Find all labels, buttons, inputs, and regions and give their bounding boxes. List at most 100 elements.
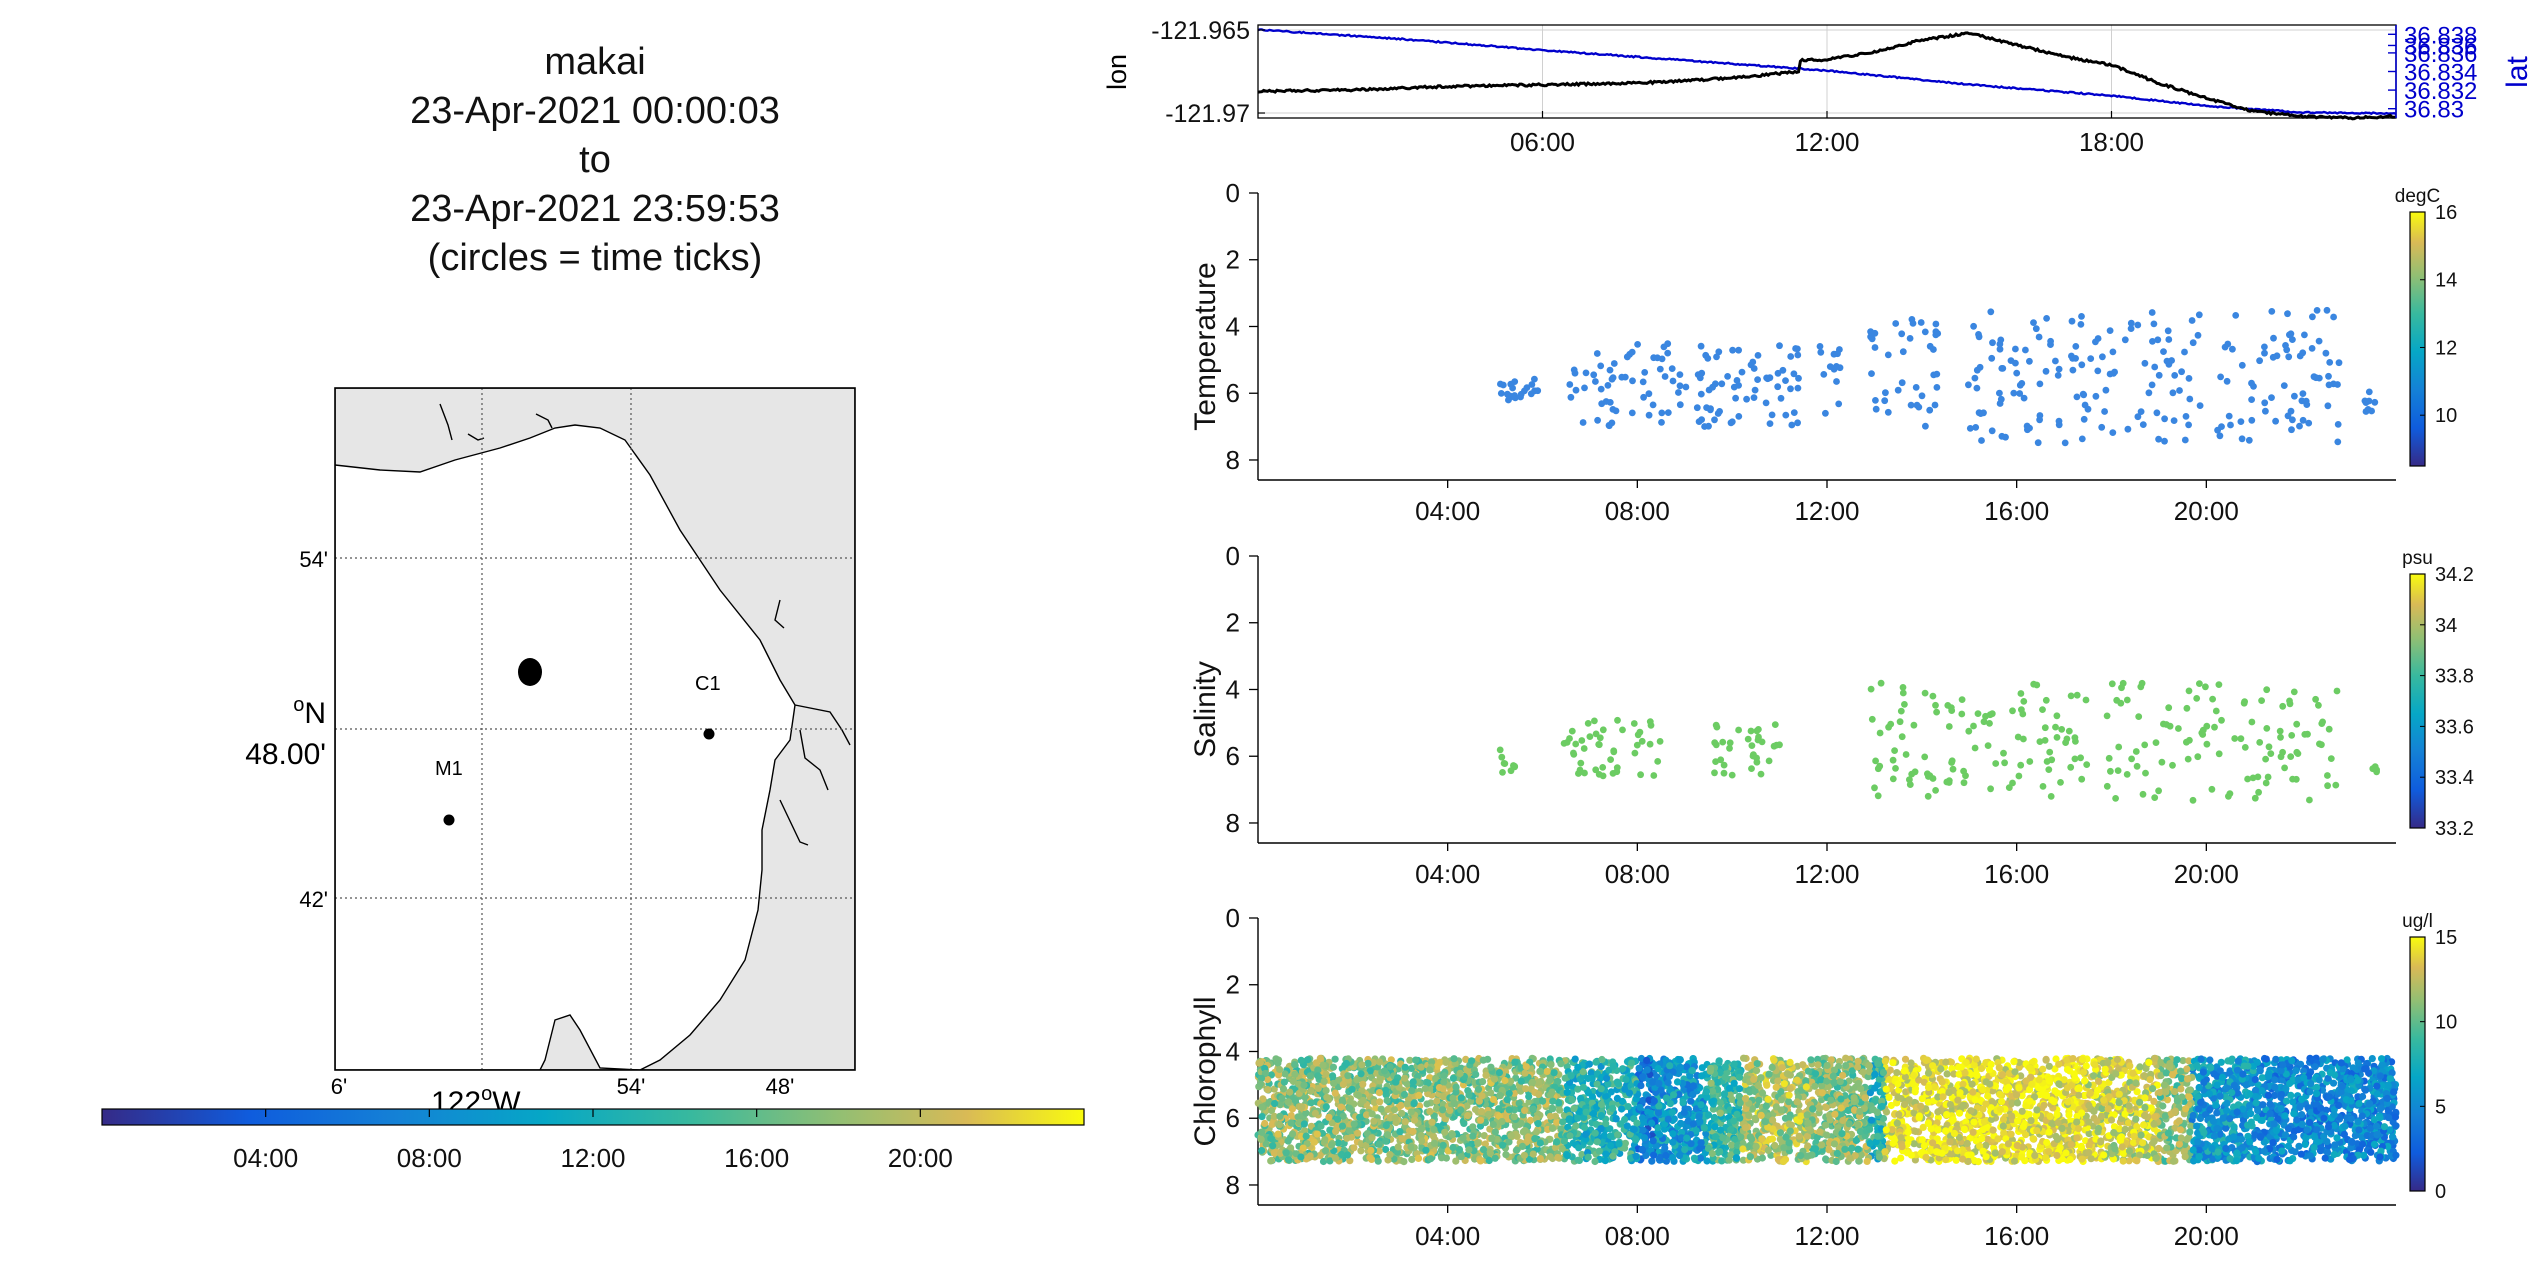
data-point <box>1664 349 1672 357</box>
data-point <box>2133 1123 2141 1131</box>
panel-points <box>1254 1054 2400 1166</box>
panel-y-axis-label: Temperature <box>1189 262 1222 430</box>
panel-x-tick-label: 04:00 <box>1415 1221 1480 1251</box>
data-point <box>1649 401 1657 409</box>
data-point <box>2114 767 2122 774</box>
data-point <box>1932 320 1940 328</box>
data-point <box>2373 766 2381 774</box>
data-point <box>2226 790 2234 797</box>
data-point <box>1804 1142 1812 1150</box>
data-point <box>1960 767 1967 775</box>
data-point <box>2238 361 2246 369</box>
map-y-unit-label-1: oN <box>293 694 326 730</box>
data-point <box>1898 379 1906 387</box>
data-point <box>2015 772 2023 780</box>
data-point <box>1907 1059 1915 1067</box>
panel-y-tick-label: 4 <box>1226 674 1240 704</box>
data-point <box>1933 708 1940 716</box>
data-point <box>1619 726 1626 734</box>
data-point <box>2165 360 2173 368</box>
data-point <box>2248 416 2256 424</box>
data-point <box>1794 419 1801 427</box>
data-point <box>2068 317 2076 325</box>
data-point <box>1564 1123 1572 1131</box>
data-point <box>1709 383 1716 391</box>
data-point <box>1919 1123 1927 1131</box>
panel-x-tick-label: 16:00 <box>1984 1221 2049 1251</box>
data-point <box>1268 1107 1276 1115</box>
data-point <box>1580 745 1588 752</box>
data-point <box>2343 1056 2351 1064</box>
lon-axis-label: lon <box>1102 54 1132 90</box>
data-point <box>1868 715 1876 723</box>
data-point <box>2010 389 2018 397</box>
data-point <box>1607 756 1614 763</box>
data-point <box>1820 371 1828 378</box>
data-point <box>2315 1076 2323 1084</box>
data-point <box>2332 781 2340 789</box>
data-point <box>2106 327 2114 334</box>
data-point <box>2280 382 2288 389</box>
data-point <box>2268 394 2275 401</box>
data-point <box>1794 384 1802 392</box>
data-point <box>2256 357 2264 365</box>
data-point <box>2206 1056 2214 1064</box>
data-point <box>1735 1093 1743 1101</box>
data-point <box>1747 727 1755 735</box>
data-point <box>1566 381 1574 388</box>
data-point <box>1609 406 1617 413</box>
data-point <box>2315 337 2323 345</box>
data-point <box>1897 707 1905 715</box>
data-point <box>1877 679 1885 687</box>
data-point <box>2322 349 2330 357</box>
data-point <box>1992 760 2000 767</box>
panel-y-tick-label: 6 <box>1226 741 1240 771</box>
data-point <box>1480 1132 1488 1140</box>
data-point <box>2182 413 2190 420</box>
lon-tick-label: -121.965 <box>1151 17 1250 45</box>
data-point <box>1719 738 1727 746</box>
data-point <box>2073 393 2081 401</box>
data-point <box>1592 766 1600 774</box>
data-point <box>1571 369 1579 377</box>
data-point <box>1960 779 1968 787</box>
data-point <box>1835 400 1843 408</box>
data-point <box>2020 394 2028 402</box>
data-point <box>1299 1144 1307 1152</box>
data-point <box>1921 753 1929 761</box>
data-point <box>1599 726 1607 734</box>
panel-colorbar <box>2409 573 2426 829</box>
data-point <box>1871 344 1879 351</box>
data-point <box>2109 429 2117 436</box>
data-point <box>1731 1135 1739 1143</box>
data-point <box>1599 772 1607 780</box>
data-point <box>1975 331 1982 338</box>
data-point <box>2107 767 2114 775</box>
data-point <box>1613 768 1621 776</box>
data-point <box>2196 1114 2204 1123</box>
data-point <box>2287 407 2295 415</box>
data-point <box>1506 394 1514 401</box>
data-point <box>2000 1129 2008 1137</box>
data-point <box>2335 359 2343 367</box>
data-point <box>1945 723 1953 730</box>
data-point <box>2203 722 2211 730</box>
data-point <box>1590 371 1598 379</box>
data-point <box>1817 348 1825 356</box>
data-point <box>1460 1119 1468 1127</box>
data-point <box>2202 683 2209 691</box>
data-point <box>1988 354 1996 362</box>
data-point <box>2290 1127 2298 1135</box>
data-point <box>2347 1144 2355 1152</box>
data-point <box>2069 366 2077 374</box>
data-point <box>2315 701 2322 709</box>
data-point <box>2324 402 2332 410</box>
panel-x-tick-label: 12:00 <box>1794 1221 1859 1251</box>
data-point <box>1807 1056 1815 1064</box>
panel-x-tick-label: 08:00 <box>1605 1221 1670 1251</box>
data-point <box>2047 341 2054 348</box>
panel-colorbar-tick-label: 12 <box>2435 337 2457 359</box>
data-point <box>2053 712 2061 720</box>
